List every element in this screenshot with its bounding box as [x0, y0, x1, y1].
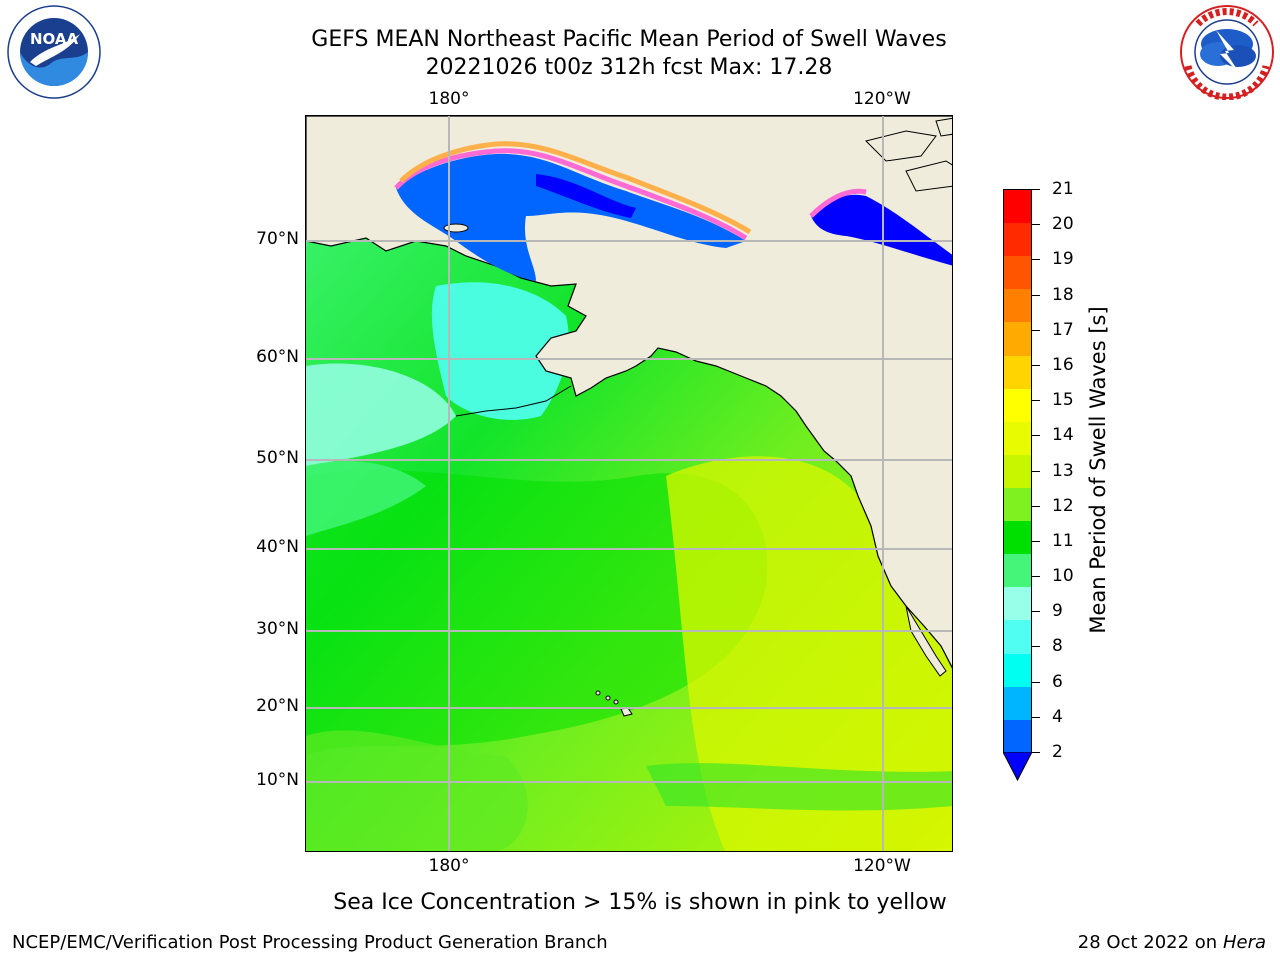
graticule — [306, 116, 952, 851]
nws-logo — [1180, 5, 1274, 100]
sea-ice-note: Sea Ice Concentration > 15% is shown in … — [333, 890, 947, 915]
swell-period-map — [305, 115, 953, 852]
colorbar-segment — [1004, 487, 1031, 522]
colorbar-tick — [1032, 752, 1040, 753]
colorbar-segment — [1004, 322, 1031, 356]
colorbar-extend-min — [1003, 752, 1032, 782]
lat-label-60n: 60°N — [256, 347, 299, 367]
colorbar-tick-label: 18 — [1052, 284, 1074, 305]
colorbar-tick-label: 14 — [1052, 425, 1074, 446]
colorbar-label: Mean Period of Swell Waves [s] — [1086, 306, 1110, 634]
colorbar-segment — [1004, 256, 1031, 290]
colorbar-segment — [1004, 454, 1031, 488]
lon-label-top-120w: 120°W — [853, 89, 911, 109]
colorbar-segment — [1004, 686, 1031, 720]
colorbar-tick — [1032, 294, 1040, 296]
colorbar-segment — [1004, 587, 1031, 621]
arctic-deep-blue-edge — [536, 174, 636, 218]
sea-ice-edge — [394, 148, 748, 241]
colorbar-tick — [1032, 681, 1040, 683]
colorbar-tick — [1032, 329, 1040, 331]
colorbar-tick — [1032, 611, 1040, 613]
footer-machine: Hera — [1222, 932, 1266, 953]
colorbar-tick — [1032, 505, 1040, 507]
colorbar-tick-label: 2 — [1052, 742, 1063, 762]
west-aqua-zone — [306, 363, 456, 466]
lon-label-bottom-120w: 120°W — [853, 856, 911, 876]
colorbar-segment — [1004, 388, 1031, 422]
colorbar-segment — [1004, 421, 1031, 455]
colorbar-tick-label: 11 — [1052, 530, 1074, 551]
colorbar-tick-label: 20 — [1052, 214, 1074, 235]
colorbar-tick — [1032, 224, 1040, 226]
lat-label-70n: 70°N — [256, 229, 299, 249]
aleutian-chain — [455, 385, 572, 417]
lat-label-10n: 10°N — [256, 770, 299, 790]
lon-label-bottom-180: 180° — [428, 856, 470, 876]
bering-cyan-zone — [431, 282, 569, 420]
colorbar-tick-label: 8 — [1052, 636, 1063, 657]
lat-label-30n: 30°N — [256, 619, 299, 639]
colorbar-segment — [1004, 289, 1031, 323]
arctic-island-2 — [905, 160, 952, 192]
colorbar-tick — [1032, 189, 1040, 190]
colorbar-tick — [1032, 716, 1040, 718]
lat-label-20n: 20°N — [256, 696, 299, 716]
footer-date: 28 Oct 2022 on Hera — [1078, 932, 1266, 953]
hawaii-island-2 — [605, 695, 611, 701]
colorbar-segment — [1004, 521, 1031, 555]
southwest-green-zone — [306, 730, 528, 851]
colorbar-tick-label: 15 — [1052, 390, 1074, 411]
sea-ice-edge-outer — [399, 141, 752, 235]
colorbar-tick-label: 21 — [1052, 179, 1074, 199]
arctic-ocean — [396, 153, 746, 281]
colorbar-segment — [1004, 554, 1031, 588]
colorbar-tick-label: 4 — [1052, 706, 1063, 727]
noaa-logo-text: NOAA — [30, 30, 79, 48]
lon-label-top-180: 180° — [428, 89, 470, 109]
colorbar-segment — [1004, 719, 1031, 753]
noaa-logo: NOAA — [7, 5, 101, 99]
colorbar-tick-label: 10 — [1052, 566, 1074, 587]
west-green-patch — [306, 461, 426, 536]
colorbar-tick — [1032, 646, 1040, 648]
colorbar-tick-label: 13 — [1052, 460, 1074, 481]
colorbar-segment — [1004, 653, 1031, 687]
sea-ice-edge-east — [809, 188, 867, 218]
footer-branch: NCEP/EMC/Verification Post Processing Pr… — [12, 932, 608, 953]
colorbar-tick-label: 16 — [1052, 354, 1074, 375]
map-title: GEFS MEAN Northeast Pacific Mean Period … — [311, 27, 947, 52]
colorbar-segment — [1004, 223, 1031, 257]
hawaii-island-1 — [595, 690, 601, 696]
map-canvas — [306, 116, 952, 851]
colorbar-segment — [1004, 355, 1031, 389]
st-lawrence-island — [443, 223, 469, 233]
colorbar-tick-label: 9 — [1052, 601, 1063, 622]
lat-label-40n: 40°N — [256, 537, 299, 557]
colorbar-tick — [1032, 576, 1040, 578]
colorbar-tick — [1032, 435, 1040, 437]
colorbar-tick — [1032, 470, 1040, 472]
colorbar-tick-label: 17 — [1052, 319, 1074, 340]
colorbar-tick — [1032, 400, 1040, 402]
hawaii-island-3 — [613, 699, 619, 705]
colorbar-tick-label: 6 — [1052, 671, 1063, 692]
colorbar-segment — [1004, 190, 1031, 224]
colorbar-segment — [1004, 620, 1031, 654]
lat-label-50n: 50°N — [256, 448, 299, 468]
footer-date-text: 28 Oct 2022 on — [1077, 932, 1223, 953]
colorbar-tick-label: 12 — [1052, 495, 1074, 516]
mid-green-band — [306, 470, 768, 756]
tropical-green-band — [646, 763, 952, 811]
arctic-east-ice — [811, 194, 952, 266]
colorbar-tick — [1032, 364, 1040, 366]
baja-peninsula — [905, 605, 947, 677]
map-subtitle: 20221026 t00z 312h fcst Max: 17.28 — [425, 55, 833, 80]
colorbar-tick — [1032, 259, 1040, 261]
arctic-island-3 — [935, 117, 952, 137]
colorbar-tick — [1032, 540, 1040, 542]
colorbar — [1003, 189, 1032, 753]
colorbar-tick-label: 19 — [1052, 249, 1074, 270]
